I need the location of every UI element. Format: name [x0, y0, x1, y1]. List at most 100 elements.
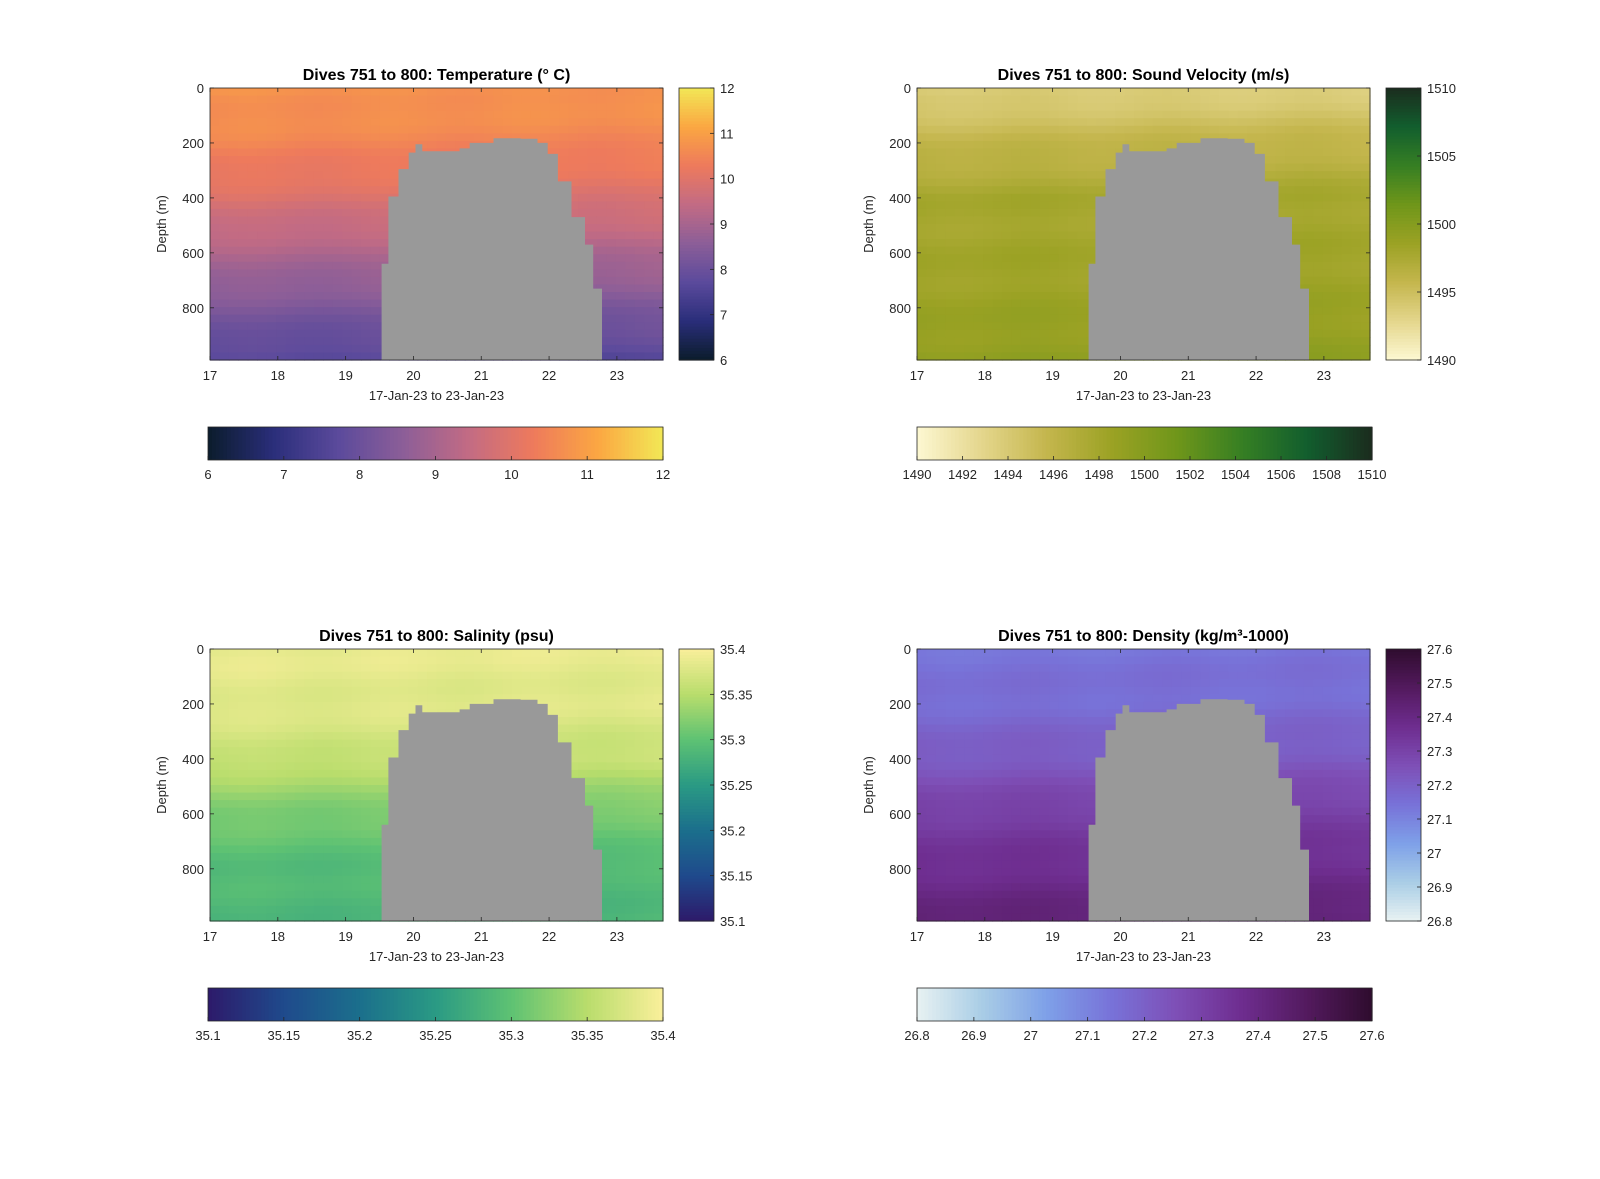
heatmap-cell	[653, 95, 664, 104]
heatmap-cell	[342, 276, 353, 286]
heatmap-cell	[332, 186, 343, 195]
heatmap-cell	[596, 95, 607, 104]
heatmap-cell	[323, 224, 334, 233]
colorbar-swatch	[568, 427, 573, 460]
heatmap-cell	[1105, 110, 1116, 119]
colorbar-swatch	[230, 427, 236, 460]
heatmap-cell	[568, 148, 579, 157]
heatmap-cell	[238, 178, 249, 187]
heatmap-cell	[228, 193, 239, 202]
heatmap-cell	[1360, 299, 1371, 308]
no-data-region	[381, 138, 602, 360]
heatmap-cell	[493, 133, 504, 142]
colorbar-swatch	[1231, 427, 1237, 460]
heatmap-cell	[389, 118, 400, 127]
heatmap-cell	[323, 664, 334, 673]
heatmap-cell	[370, 905, 381, 915]
heatmap-cell	[210, 269, 221, 278]
heatmap-cell	[417, 133, 428, 142]
heatmap-cell	[361, 133, 372, 142]
heatmap-cell	[615, 314, 626, 323]
heatmap-cell	[379, 171, 390, 180]
heatmap-cell	[653, 261, 664, 270]
heatmap-cell	[935, 224, 946, 233]
heatmap-cell	[332, 785, 343, 794]
heatmap-cell	[1068, 193, 1079, 202]
heatmap-cell	[1039, 352, 1050, 361]
heatmap-cell	[285, 103, 296, 112]
heatmap-cell	[455, 95, 466, 104]
heatmap-cell	[945, 156, 956, 165]
heatmap-cell	[266, 344, 277, 354]
heatmap-cell	[625, 322, 636, 331]
heatmap-cell	[973, 329, 984, 338]
heatmap-cell	[644, 140, 655, 150]
heatmap-cell	[1360, 284, 1371, 293]
colorbar-swatch	[1136, 427, 1142, 460]
heatmap-cell	[257, 883, 268, 892]
heatmap-cell	[238, 762, 249, 771]
colorbar-tick-label: 12	[720, 81, 734, 96]
colorbar-swatch	[1386, 130, 1421, 134]
heatmap-cell	[332, 193, 343, 202]
heatmap-cell	[1152, 133, 1163, 142]
heatmap-cell	[1020, 110, 1031, 119]
heatmap-cell	[644, 224, 655, 233]
heatmap-cell	[973, 125, 984, 134]
heatmap-cell	[342, 344, 353, 354]
heatmap-cell	[1096, 88, 1107, 97]
heatmap-cell	[304, 322, 315, 331]
heatmap-cell	[294, 133, 305, 142]
heatmap-cell	[1360, 95, 1371, 104]
heatmap-cell	[228, 649, 239, 658]
heatmap-cell	[323, 208, 334, 218]
heatmap-cell	[1294, 186, 1305, 195]
heatmap-cell	[323, 163, 334, 172]
heatmap-cell	[954, 276, 965, 286]
heatmap-cell	[313, 732, 324, 741]
heatmap-cell	[1322, 88, 1333, 97]
heatmap-cell	[323, 216, 334, 225]
heatmap-cell	[247, 709, 258, 718]
heatmap-cell	[313, 322, 324, 331]
heatmap-cell	[304, 193, 315, 202]
heatmap-cell	[1001, 201, 1012, 210]
heatmap-cell	[342, 239, 353, 248]
heatmap-cell	[370, 193, 381, 202]
colorbar-swatch	[1133, 427, 1138, 460]
heatmap-cell	[1237, 125, 1248, 134]
colorbar-swatch	[1030, 427, 1036, 460]
heatmap-cell	[917, 193, 928, 202]
heatmap-cell	[342, 125, 353, 134]
heatmap-cell	[408, 656, 419, 665]
heatmap-cell	[332, 656, 343, 665]
heatmap-cell	[228, 216, 239, 225]
heatmap-cell	[945, 307, 956, 316]
heatmap-cell	[332, 329, 343, 338]
heatmap-cell	[634, 231, 645, 240]
heatmap-cell	[219, 163, 230, 172]
heatmap-cell	[351, 709, 362, 718]
heatmap-cell	[1077, 344, 1088, 354]
heatmap-cell	[370, 913, 381, 922]
heatmap-cell	[1030, 103, 1041, 112]
heatmap-cell	[973, 231, 984, 240]
heatmap-cell	[926, 352, 937, 361]
heatmap-cell	[1285, 88, 1296, 97]
heatmap-cell	[1011, 307, 1022, 316]
colorbar-swatch	[1341, 427, 1347, 460]
colorbar-tick-label: 1510	[1358, 467, 1387, 482]
heatmap-cell	[1303, 231, 1314, 240]
heatmap-cell	[596, 110, 607, 119]
heatmap-cell	[323, 747, 334, 756]
heatmap-cell	[238, 246, 249, 255]
heatmap-cell	[935, 322, 946, 331]
heatmap-cell	[332, 208, 343, 218]
colorbar-swatch	[1311, 427, 1316, 460]
heatmap-cell	[379, 186, 390, 195]
heatmap-cell	[285, 322, 296, 331]
heatmap-cell	[294, 193, 305, 202]
heatmap-cell	[1303, 140, 1314, 150]
heatmap-cell	[1058, 239, 1069, 248]
heatmap-cell	[210, 800, 221, 809]
